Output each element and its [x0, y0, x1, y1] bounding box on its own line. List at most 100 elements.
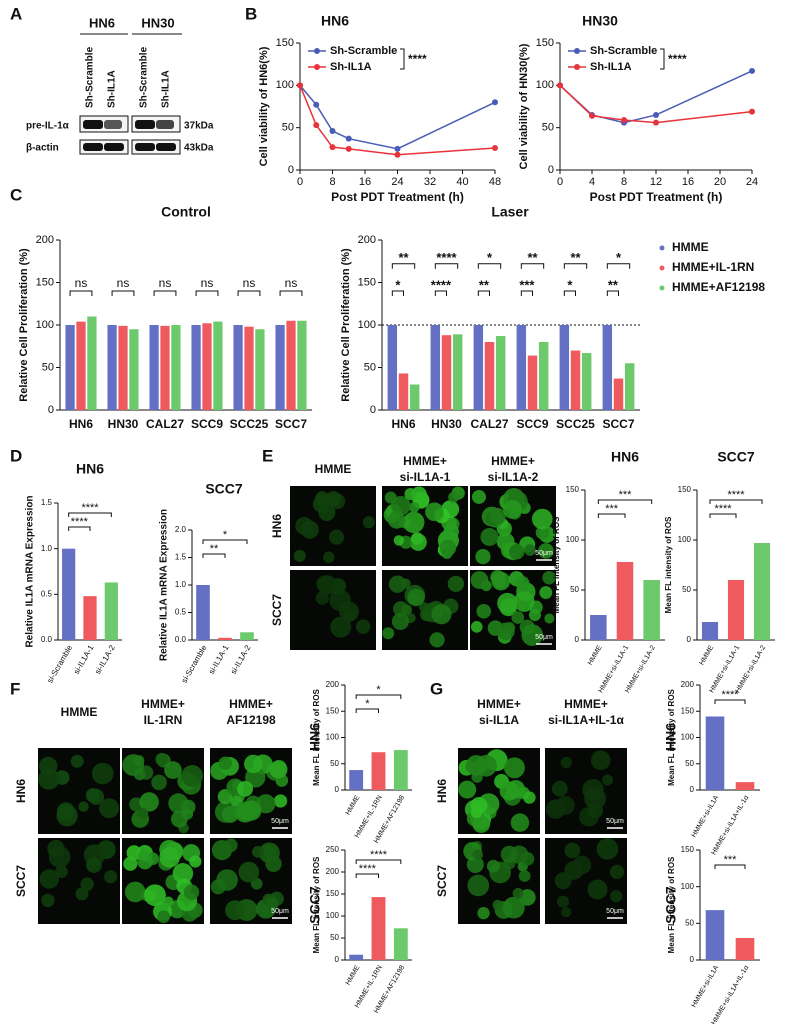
panel-label: E	[262, 446, 273, 465]
y-tick-label: 50	[330, 759, 339, 768]
legend-label: Sh-Scramble	[590, 45, 657, 57]
significance-label: ****	[370, 849, 388, 861]
cell	[391, 612, 410, 630]
significance-label: ****	[721, 689, 739, 701]
bar	[570, 350, 581, 410]
y-tick-label: 0	[690, 955, 695, 964]
cell	[78, 801, 89, 812]
bar	[160, 325, 170, 410]
cell	[587, 879, 608, 900]
cell	[300, 520, 319, 539]
x-tick-label: 24	[391, 176, 403, 188]
significance-label: ***	[519, 277, 535, 292]
legend-marker	[659, 285, 665, 291]
chart-title: HN6	[76, 461, 104, 477]
y-tick-label: 1.0	[175, 580, 187, 589]
significance-bracket	[391, 290, 404, 296]
cell	[237, 780, 253, 797]
legend-label: Sh-IL1A	[330, 61, 372, 73]
significance-bracket	[195, 290, 219, 296]
x-tick-label: HN30	[431, 417, 462, 431]
cell	[504, 757, 525, 779]
y-tick-label: 0	[48, 404, 54, 416]
image-column-title: IL-1RN	[144, 713, 183, 727]
cell	[234, 801, 256, 823]
y-tick-label: 0	[690, 785, 695, 794]
cell	[431, 604, 452, 625]
cell	[511, 611, 525, 624]
x-tick-label: si-Scramble	[45, 643, 74, 685]
significance-label: *	[487, 250, 493, 265]
significance-label: *	[567, 277, 573, 292]
y-tick-label: 50	[685, 918, 694, 927]
band	[156, 143, 176, 151]
marker	[749, 108, 755, 115]
legend-label: HMME	[672, 240, 709, 254]
chart-title: HN6	[663, 723, 679, 751]
cell	[443, 523, 459, 540]
cell	[467, 874, 490, 897]
band	[156, 120, 174, 129]
cell	[502, 896, 525, 919]
y-tick-label: 0.0	[175, 635, 187, 644]
cell	[556, 895, 570, 908]
y-tick-label: 0.5	[41, 589, 53, 598]
cell	[258, 842, 280, 864]
y-tick-label: 200	[326, 867, 340, 876]
cell	[181, 808, 194, 820]
y-tick-label: 150	[326, 889, 340, 898]
bar	[705, 716, 725, 790]
cell	[503, 500, 522, 519]
y-tick-label: 100	[678, 535, 692, 544]
bar	[393, 928, 408, 960]
chart-title: HN30	[582, 13, 618, 29]
cell	[362, 516, 375, 529]
cell	[163, 896, 174, 907]
significance-label: ****	[668, 52, 687, 66]
cell	[265, 896, 279, 911]
significance-bracket	[355, 859, 402, 864]
marker	[653, 119, 659, 126]
bar	[129, 329, 139, 410]
cell	[515, 576, 530, 591]
y-tick-label: 100	[681, 733, 695, 742]
panel-label: A	[10, 4, 22, 23]
significance-label: **	[479, 277, 490, 292]
significance-label: ****	[408, 52, 427, 66]
y-axis-label: Mean FL intensity of ROS	[667, 856, 676, 953]
y-tick-label: 1.5	[175, 553, 187, 562]
significance-bracket	[68, 512, 112, 517]
bar	[213, 321, 223, 410]
significance-label: **	[608, 277, 619, 292]
cell	[596, 838, 619, 860]
bar	[616, 562, 634, 640]
cell	[151, 774, 167, 791]
x-tick-label: HMME+si-IL1A-2	[735, 644, 768, 694]
image-column-title: HMME+	[229, 697, 273, 711]
x-tick-label: HMME	[345, 794, 362, 816]
cell	[329, 577, 346, 595]
bar	[516, 325, 527, 410]
cell	[475, 548, 491, 565]
significance-bracket	[68, 526, 91, 531]
y-tick-label: 100	[326, 911, 340, 920]
cell	[470, 797, 488, 814]
legend-label: Sh-Scramble	[330, 45, 397, 57]
legend-marker	[574, 64, 580, 70]
y-tick-label: 200	[36, 234, 54, 246]
legend-marker	[659, 265, 665, 271]
y-tick-label: 0.5	[175, 608, 187, 617]
cell	[216, 869, 238, 891]
significance-label: ***	[605, 503, 619, 515]
cell	[99, 798, 120, 819]
bar	[202, 323, 212, 410]
lane-label: Sh-Scramble	[139, 46, 150, 108]
line	[299, 85, 496, 156]
bar	[191, 325, 201, 410]
y-tick-label: 50	[330, 933, 339, 942]
chart-title: HN6	[321, 13, 349, 29]
cell	[355, 619, 371, 634]
y-tick-label: 100	[358, 319, 376, 331]
bar	[62, 548, 76, 640]
